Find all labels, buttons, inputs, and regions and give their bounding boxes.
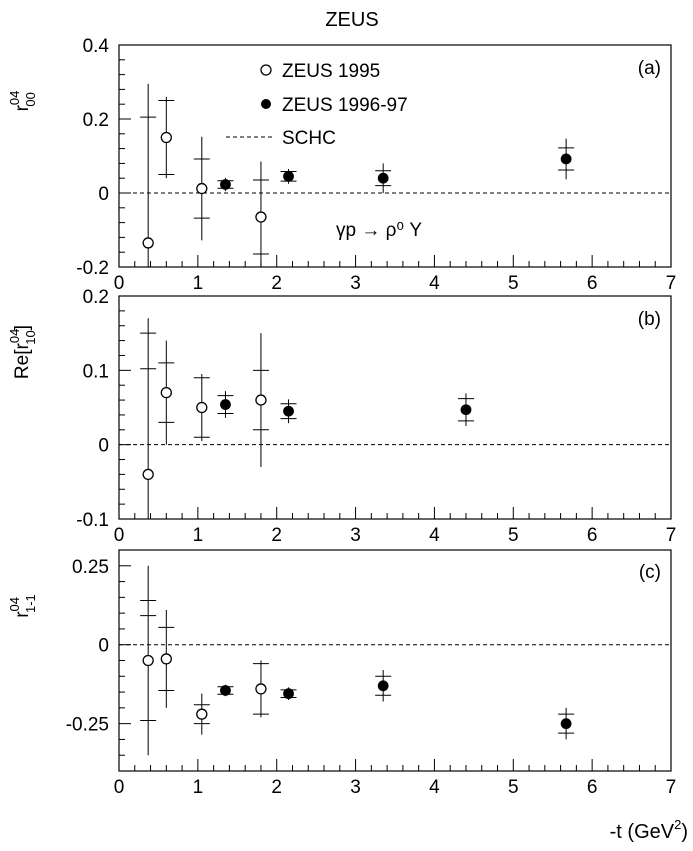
legend-label-zeus-1996-97: ZEUS 1996-97 bbox=[282, 95, 408, 116]
data-point-zeus-1996-97 bbox=[560, 718, 572, 730]
x-tick-label: 1 bbox=[193, 525, 204, 546]
data-point-zeus-1996-97 bbox=[283, 170, 294, 182]
x-tick-label: 7 bbox=[666, 777, 677, 798]
data-point-zeus-1995 bbox=[160, 653, 172, 665]
x-tick-label: 4 bbox=[429, 777, 440, 798]
x-tick-label: 2 bbox=[271, 273, 282, 294]
y-tick-label: 0.25 bbox=[72, 557, 109, 578]
x-tick-label: 3 bbox=[350, 777, 361, 798]
figure-title: ZEUS bbox=[325, 9, 378, 31]
data-point-zeus-1996-97 bbox=[460, 404, 472, 416]
x-tick-label: 0 bbox=[114, 525, 125, 546]
y-tick-label: 0.2 bbox=[83, 110, 109, 131]
panel-b: 0 1 2 3 4 5 6 7-0.100.10.2(b)Re[r0410] bbox=[7, 287, 677, 617]
y-axis-label-symbol: r bbox=[12, 104, 33, 111]
legend-marker-filled bbox=[261, 99, 271, 109]
x-tick-label: 6 bbox=[587, 525, 598, 546]
y-axis-label-subscript: 1-1 bbox=[23, 594, 38, 613]
data-point-zeus-1996-97 bbox=[220, 179, 231, 190]
panel-frame bbox=[118, 44, 672, 268]
panel-label: (b) bbox=[638, 309, 661, 330]
y-axis-label-subscript: 10 bbox=[23, 330, 38, 344]
y-axis-label-symbol: Re[r bbox=[12, 342, 33, 379]
reaction-label: γp → ρ⁰ Y bbox=[336, 220, 422, 241]
panel-c: 0 1 2 3 4 5 6 7 -0.25 0 0.25 (c) r041-1 bbox=[7, 549, 677, 798]
y-tick-label: 0.4 bbox=[83, 36, 110, 57]
x-tick-label: 4 bbox=[429, 525, 440, 546]
x-tick-label: 7 bbox=[666, 273, 677, 294]
data-point-zeus-1996-97 bbox=[377, 680, 389, 692]
x-tick-label: 3 bbox=[350, 273, 361, 294]
x-tick-label: 5 bbox=[508, 273, 519, 294]
y-axis-label: Re[r0410] bbox=[7, 325, 38, 379]
y-axis-label-bracket: ] bbox=[12, 325, 33, 330]
x-tick-label: 3 bbox=[350, 525, 361, 546]
y-axis-label: r041-1 bbox=[7, 594, 38, 618]
data-point-zeus-1995 bbox=[142, 468, 154, 481]
panel-label: (c) bbox=[639, 562, 661, 583]
y-tick-label: 0 bbox=[98, 184, 109, 205]
data-point-zeus-1995 bbox=[255, 683, 267, 695]
x-tick-label: 7 bbox=[666, 525, 677, 546]
panel-a: 0 1 2 3 4 5 6 7-0.200.20.4(a)r0400 bbox=[7, 36, 677, 370]
data-point-zeus-1996-97 bbox=[283, 405, 294, 417]
x-tick-label: 6 bbox=[587, 273, 598, 294]
x-tick-label: 5 bbox=[508, 777, 519, 798]
x-axis-label-close: ) bbox=[681, 821, 688, 843]
x-tick-label: 0 bbox=[114, 273, 125, 294]
data-point-zeus-1995 bbox=[255, 394, 267, 406]
y-tick-label: 0.1 bbox=[83, 361, 109, 382]
x-tick-label: 6 bbox=[587, 777, 598, 798]
y-axis-label-superscript: 04 bbox=[7, 329, 22, 343]
legend: ZEUS 1995 ZEUS 1996-97 SCHC bbox=[226, 61, 408, 149]
x-tick-label: 5 bbox=[508, 525, 519, 546]
y-axis-label: r0400 bbox=[7, 91, 38, 112]
y-tick-label: 0.2 bbox=[83, 287, 109, 308]
x-tick-label: 2 bbox=[271, 525, 282, 546]
data-point-zeus-1995 bbox=[196, 401, 208, 414]
legend-label-zeus-1995: ZEUS 1995 bbox=[282, 61, 380, 82]
panel-frame bbox=[118, 549, 672, 772]
y-tick-label: -0.1 bbox=[76, 510, 109, 531]
data-point-zeus-1996-97 bbox=[560, 153, 572, 165]
y-tick-label: 0 bbox=[98, 436, 109, 457]
y-tick-label: 0 bbox=[98, 636, 109, 657]
x-tick-label: 2 bbox=[271, 777, 282, 798]
x-tick-label: 4 bbox=[429, 273, 440, 294]
data-point-zeus-1995 bbox=[196, 708, 208, 720]
x-tick-label: 0 bbox=[114, 777, 125, 798]
data-point-zeus-1996-97 bbox=[377, 172, 389, 184]
data-point-zeus-1995 bbox=[160, 386, 172, 399]
legend-marker-open bbox=[260, 64, 272, 76]
data-point-zeus-1996-97 bbox=[220, 399, 231, 410]
x-axis-label-superscript: 2 bbox=[674, 817, 681, 832]
y-axis-label-subscript: 00 bbox=[23, 92, 38, 106]
y-tick-label: -0.2 bbox=[76, 258, 109, 279]
y-axis-label-superscript: 04 bbox=[7, 91, 22, 105]
data-point-zeus-1995 bbox=[160, 131, 172, 144]
y-axis-label-symbol: r bbox=[12, 611, 33, 618]
data-point-zeus-1996-97 bbox=[220, 685, 231, 696]
x-tick-label: 1 bbox=[193, 273, 204, 294]
panel-frame bbox=[118, 295, 672, 520]
x-axis-label-main: -t (GeV bbox=[610, 821, 675, 843]
x-tick-label: 1 bbox=[193, 777, 204, 798]
x-axis-label: -t (GeV2) bbox=[610, 817, 688, 843]
data-point-zeus-1995 bbox=[255, 211, 267, 223]
data-point-zeus-1996-97 bbox=[283, 688, 294, 700]
panel-label: (a) bbox=[638, 58, 661, 79]
data-point-zeus-1995 bbox=[196, 182, 208, 195]
data-point-zeus-1995 bbox=[142, 654, 154, 667]
data-point-zeus-1995 bbox=[142, 237, 154, 249]
y-tick-label: -0.25 bbox=[66, 715, 109, 736]
y-axis-label-superscript: 04 bbox=[7, 597, 22, 611]
legend-label-schc: SCHC bbox=[282, 128, 336, 149]
